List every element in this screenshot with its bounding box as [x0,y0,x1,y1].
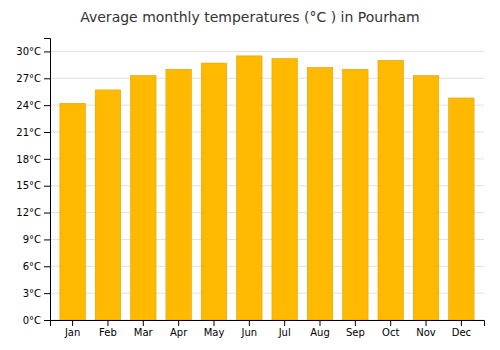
tick-mark [284,320,285,326]
tick-mark [44,159,50,160]
x-tick: Aug [310,320,330,338]
tick-label: 12°C [16,207,41,218]
tick-label: 27°C [16,73,41,84]
tick-label: Sep [346,327,365,338]
title: Average monthly temperatures (°C ) in Po… [80,9,420,25]
y-tick: 30°C [16,46,50,57]
tick-mark [44,320,50,321]
tick-mark [426,320,427,326]
tick-label: 9°C [23,234,41,245]
tick-label: Aug [310,327,330,338]
tick-mark [143,320,144,326]
tick-label: May [204,327,225,338]
y-tick: 24°C [16,100,50,111]
tick-mark [44,51,50,52]
x-tick: Mar [134,320,154,338]
tick-label: Jan [64,327,80,338]
y-tick: 21°C [16,127,50,138]
y-tick: 15°C [16,180,50,191]
axis-domain [51,321,485,327]
tick-label: Oct [382,327,399,338]
x-tick: Jul [278,320,291,338]
tick-mark [44,293,50,294]
bar [307,68,332,320]
tick-label: Dec [452,327,471,338]
y-tick: 18°C [16,154,50,165]
bar [95,90,120,320]
tick-label: 15°C [16,180,41,191]
y-axis: 0°C 3°C 6°C 9°C 12°C 15°C 18°C 21°C 24°C 27°C 30°C [16,39,50,326]
x-tick: Jan [64,320,80,338]
bar [201,63,226,320]
tick-label: Jun [241,327,258,338]
tick-label: 30°C [16,46,41,57]
tick-mark [44,78,50,79]
chart: Average monthly temperatures (°C ) in Po… [0,0,500,350]
x-tick: May [204,320,225,338]
tick-mark [44,213,50,214]
tick-label: 24°C [16,100,41,111]
tick-mark [320,320,321,326]
y-tick: 0°C [23,315,50,326]
tick-mark [44,105,50,106]
y-tick: 3°C [23,288,50,299]
bars [60,56,474,320]
x-tick: Jun [241,320,258,338]
tick-label: 3°C [23,288,41,299]
x-tick: Nov [416,320,436,338]
tick-label: Apr [170,327,188,338]
tick-label: Feb [99,327,117,338]
tick-label: Jul [278,327,291,338]
tick-mark [355,320,356,326]
tick-label: Nov [416,327,436,338]
bar [343,69,368,320]
axis-domain [44,39,51,321]
bar [166,69,191,320]
tick-mark [461,320,462,326]
grid-line [50,51,484,52]
x-tick: Oct [382,320,399,338]
y-tick: 9°C [23,234,50,245]
y-tick: 6°C [23,261,50,272]
tick-mark [44,132,50,133]
y-tick: 12°C [16,207,50,218]
x-tick: Apr [170,320,188,338]
tick-mark [213,320,214,326]
tick-mark [44,239,50,240]
tick-label: 21°C [16,127,41,138]
bar [413,76,438,320]
tick-label: Mar [134,327,154,338]
tick-label: 0°C [23,315,41,326]
x-axis: Jan Feb Mar Apr May Jun Jul Aug Sep Oct Nov Dec [51,320,485,338]
tick-mark [178,320,179,326]
tick-mark [44,266,50,267]
bar [272,59,297,320]
x-tick: Feb [99,320,117,338]
tick-mark [44,186,50,187]
grid [50,51,484,320]
bar [378,60,403,320]
plot: 0°C 3°C 6°C 9°C 12°C 15°C 18°C 21°C 24°C 27°C 30°C… [16,39,484,339]
bar [60,103,85,320]
y-tick: 27°C [16,73,50,84]
tick-mark [107,320,108,326]
tick-label: 6°C [23,261,41,272]
tick-mark [72,320,73,326]
bar [449,98,474,320]
x-tick: Dec [452,320,471,338]
tick-mark [249,320,250,326]
x-tick: Sep [346,320,365,338]
bar [237,56,262,320]
tick-label: 18°C [16,154,41,165]
tick-mark [390,320,391,326]
bar [131,76,156,320]
